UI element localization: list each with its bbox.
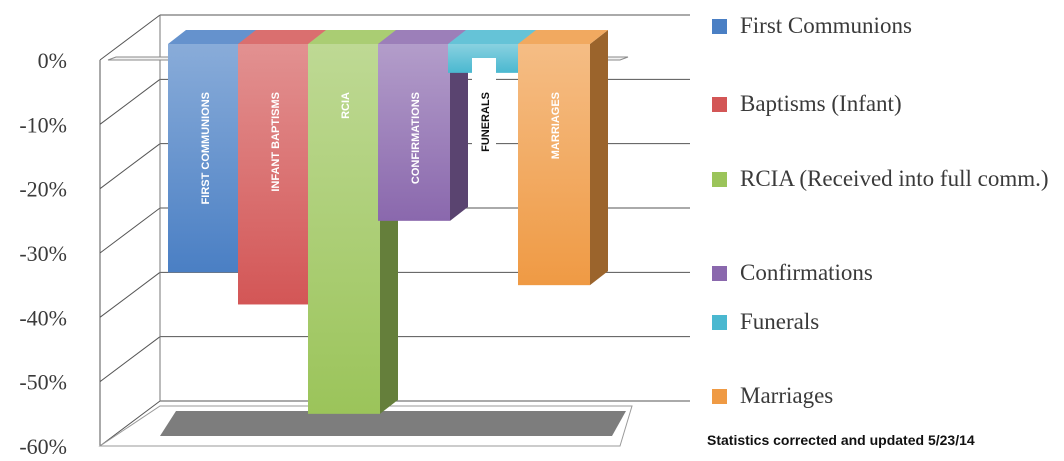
bar-front <box>518 44 590 286</box>
legend-item: First Communions <box>712 10 912 42</box>
legend-swatch <box>712 18 727 34</box>
legend-label: First Communions <box>740 13 912 38</box>
y-tick-label: -30% <box>19 241 67 266</box>
bar-category-label: FIRST COMMUNIONS <box>200 92 212 204</box>
chart-svg: 0% -10% -20% -30% -40% -50% -60% FIRST COMMUNI… <box>19 14 690 459</box>
bar-category-label: MARRIAGES <box>550 92 562 159</box>
gridline-diagonal <box>99 271 161 318</box>
bar-top <box>448 30 538 44</box>
legend-swatch <box>712 388 727 404</box>
legend-swatch <box>712 96 727 112</box>
bar-category-label: INFANT BAPTISMS <box>270 92 282 192</box>
chart: 0% -10% -20% -30% -40% -50% -60% FIRST COMMUNI… <box>19 14 690 459</box>
y-axis: 0% -10% -20% -30% -40% -50% -60% <box>19 48 67 459</box>
bar-top <box>308 30 398 44</box>
bars: FIRST COMMUNIONS INFANT BAPTISMS RCIA CONFI… <box>168 30 608 414</box>
legend-label: Marriages <box>740 383 834 408</box>
gridline-diagonal <box>99 14 161 61</box>
y-tick-label: -60% <box>19 434 67 459</box>
legend-swatch <box>712 171 727 187</box>
gridline-diagonal <box>99 336 161 383</box>
bar-front <box>238 44 310 305</box>
bar-top <box>518 30 608 44</box>
legend-item: Funerals <box>712 306 819 338</box>
legend-label: Baptisms (Infant) <box>740 91 902 116</box>
legend-label: Confirmations <box>740 260 873 285</box>
legend-label: RCIA (Received into full comm.) <box>740 166 1049 191</box>
legend-swatch <box>712 265 727 281</box>
bar-top <box>378 30 468 44</box>
bar-side <box>450 30 468 221</box>
legend-item: Baptisms (Infant) <box>712 88 902 120</box>
y-tick-label: 0% <box>38 48 67 73</box>
bar-front <box>308 44 380 414</box>
gridline-diagonal <box>99 143 161 190</box>
y-tick-label: -10% <box>19 112 67 137</box>
bar-category-label: RCIA <box>340 92 352 119</box>
bar-front <box>168 44 240 273</box>
floor <box>160 411 626 436</box>
bar-side <box>590 30 608 286</box>
legend-label: Funerals <box>740 309 820 334</box>
bar-5: MARRIAGES <box>518 30 608 286</box>
bar-2: RCIA <box>308 30 398 414</box>
bar-top <box>168 30 258 44</box>
bar-category-label: FUNERALS <box>480 92 492 152</box>
y-tick-label: -40% <box>19 305 67 330</box>
bar-category-label: CONFIRMATIONS <box>410 92 422 184</box>
y-tick-label: -50% <box>19 370 67 395</box>
gridline-diagonal <box>99 400 161 447</box>
legend-item: Confirmations <box>712 257 873 289</box>
bar-3: CONFIRMATIONS <box>378 30 468 221</box>
legend-item: Marriages <box>712 380 833 412</box>
legend: First Communions Baptisms (Infant) RCIA (R… <box>712 0 1064 461</box>
bar-front <box>378 44 450 221</box>
y-tick-label: -20% <box>19 177 67 202</box>
footnote: Statistics corrected and updated 5/23/14 <box>707 432 975 448</box>
bar-top <box>238 30 328 44</box>
gridline-diagonal <box>99 78 161 125</box>
legend-swatch <box>712 314 727 330</box>
label-backing <box>472 58 496 148</box>
gridline-diagonal <box>99 207 161 254</box>
legend-item: RCIA (Received into full comm.) <box>712 163 1049 195</box>
